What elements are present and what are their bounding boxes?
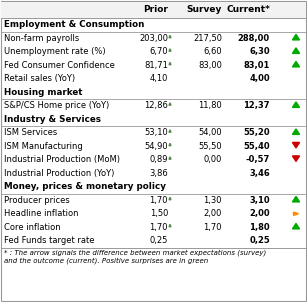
Text: 12,37: 12,37 <box>243 101 270 110</box>
Text: 53,10: 53,10 <box>144 128 168 137</box>
Text: and the outcome (current). Positive surprises are in green: and the outcome (current). Positive surp… <box>4 258 208 264</box>
Polygon shape <box>169 224 171 227</box>
Text: Headline inflation: Headline inflation <box>4 209 79 218</box>
Text: Core inflation: Core inflation <box>4 223 60 232</box>
Text: 288,00: 288,00 <box>238 34 270 43</box>
Text: 1,70: 1,70 <box>204 223 222 232</box>
Polygon shape <box>293 156 300 161</box>
Text: 0,89: 0,89 <box>150 155 168 164</box>
Polygon shape <box>169 35 171 38</box>
Text: 83,00: 83,00 <box>198 61 222 70</box>
Text: Fed Consumer Confidence: Fed Consumer Confidence <box>4 61 115 70</box>
Polygon shape <box>293 48 300 53</box>
Text: 0,25: 0,25 <box>249 236 270 245</box>
Text: 12,86: 12,86 <box>144 101 168 110</box>
Polygon shape <box>169 103 171 105</box>
Polygon shape <box>293 102 300 108</box>
Text: Industry & Services: Industry & Services <box>4 115 101 124</box>
Text: Money, prices & monetary policy: Money, prices & monetary policy <box>4 182 166 191</box>
Text: 203,00: 203,00 <box>139 34 168 43</box>
Text: 1,80: 1,80 <box>249 223 270 232</box>
Text: 83,01: 83,01 <box>244 61 270 70</box>
Polygon shape <box>169 143 171 146</box>
Text: Fed Funds target rate: Fed Funds target rate <box>4 236 95 245</box>
Text: 6,30: 6,30 <box>249 47 270 56</box>
Polygon shape <box>293 61 300 67</box>
Text: Current*: Current* <box>226 5 270 14</box>
Text: 6,70: 6,70 <box>150 47 168 56</box>
Text: 3,46: 3,46 <box>249 169 270 178</box>
Text: Non-farm payrolls: Non-farm payrolls <box>4 34 79 43</box>
Text: 2,00: 2,00 <box>204 209 222 218</box>
Polygon shape <box>293 212 298 215</box>
Text: 1,30: 1,30 <box>204 196 222 205</box>
Text: Producer prices: Producer prices <box>4 196 70 205</box>
Text: 55,40: 55,40 <box>243 142 270 151</box>
Text: Housing market: Housing market <box>4 88 83 97</box>
Text: Survey: Survey <box>187 5 222 14</box>
Text: 4,10: 4,10 <box>150 74 168 83</box>
Text: * : The arrow signals the difference between market expectations (survey): * : The arrow signals the difference bet… <box>4 249 266 256</box>
Text: 4,00: 4,00 <box>249 74 270 83</box>
Polygon shape <box>293 34 300 40</box>
Polygon shape <box>293 223 300 229</box>
Text: ISM Services: ISM Services <box>4 128 57 137</box>
Text: 54,00: 54,00 <box>198 128 222 137</box>
Text: 55,20: 55,20 <box>243 128 270 137</box>
Text: S&P/CS Home price (YoY): S&P/CS Home price (YoY) <box>4 101 109 110</box>
Polygon shape <box>169 197 171 200</box>
Text: 3,86: 3,86 <box>149 169 168 178</box>
Text: Industrial Production (YoY): Industrial Production (YoY) <box>4 169 115 178</box>
Text: 81,71: 81,71 <box>144 61 168 70</box>
Polygon shape <box>169 62 171 65</box>
Text: 54,90: 54,90 <box>144 142 168 151</box>
Text: Retail sales (YoY): Retail sales (YoY) <box>4 74 75 83</box>
Text: 217,50: 217,50 <box>193 34 222 43</box>
Text: 55,50: 55,50 <box>198 142 222 151</box>
Polygon shape <box>169 157 171 159</box>
Text: 3,10: 3,10 <box>249 196 270 205</box>
Text: 1,70: 1,70 <box>150 196 168 205</box>
Text: -0,57: -0,57 <box>246 155 270 164</box>
Polygon shape <box>293 196 300 202</box>
Text: Prior: Prior <box>143 5 168 14</box>
Text: 2,00: 2,00 <box>249 209 270 218</box>
Text: Unemployment rate (%): Unemployment rate (%) <box>4 47 106 56</box>
Polygon shape <box>293 143 300 148</box>
Text: 1,50: 1,50 <box>150 209 168 218</box>
Bar <box>1 2 306 18</box>
Text: ISM Manufacturing: ISM Manufacturing <box>4 142 83 151</box>
Text: 0,00: 0,00 <box>204 155 222 164</box>
Polygon shape <box>293 129 300 134</box>
Text: 6,60: 6,60 <box>203 47 222 56</box>
Polygon shape <box>169 130 171 132</box>
Polygon shape <box>169 49 171 51</box>
Text: 11,80: 11,80 <box>198 101 222 110</box>
Text: Industrial Production (MoM): Industrial Production (MoM) <box>4 155 120 164</box>
Text: 0,25: 0,25 <box>150 236 168 245</box>
Text: Employment & Consumption: Employment & Consumption <box>4 20 144 29</box>
Text: 1,70: 1,70 <box>150 223 168 232</box>
